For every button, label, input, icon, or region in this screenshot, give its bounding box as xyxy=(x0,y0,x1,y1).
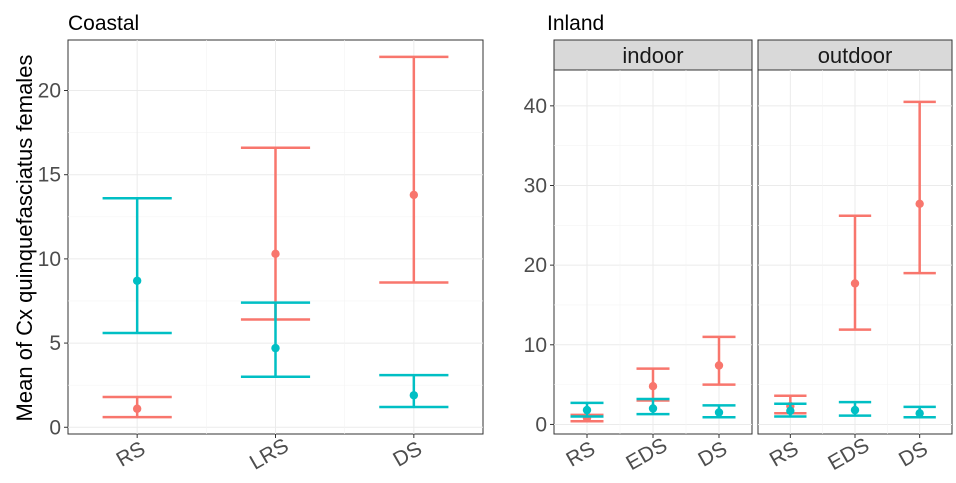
inland-outdoor-xtick-label-DS: DS xyxy=(895,437,932,472)
coastal-panel-title: Coastal xyxy=(68,12,139,35)
inland-ytick-label-20: 20 xyxy=(524,254,547,277)
inland-x-ticks: RS EDS DS RS EDS DS xyxy=(562,434,931,476)
inland-indoor-EDS-s1-mean-point xyxy=(648,404,658,413)
coastal-ytick-label-20: 20 xyxy=(38,80,61,103)
strip-label-outdoor: outdoor xyxy=(818,43,893,68)
coastal-x-ticks: RS LRS DS xyxy=(113,434,426,475)
coastal-xtick-label-DS: DS xyxy=(389,437,426,472)
inland-ytick-label-0: 0 xyxy=(535,413,547,436)
inland-outdoor-EDS-s1-mean-point xyxy=(850,405,860,415)
inland-ytick-label-10: 10 xyxy=(524,334,547,357)
coastal-LRS-s0-mean-point xyxy=(271,249,280,259)
coastal-ytick-label-10: 10 xyxy=(38,248,61,271)
inland-indoor-EDS-s0-mean-point xyxy=(648,382,658,391)
coastal-xtick-label-LRS: LRS xyxy=(246,434,293,474)
coastal-LRS-s1-mean-point xyxy=(271,343,280,353)
coastal-marks xyxy=(102,55,449,419)
inland-indoor-xtick-label-DS: DS xyxy=(694,437,731,472)
inland-panel-title: Inland xyxy=(547,12,604,35)
inland-outdoor-DS-s0-mean-point xyxy=(915,199,924,209)
inland-indoor-RS-s1-mean-point xyxy=(582,405,592,415)
coastal-ytick-label-0: 0 xyxy=(49,416,61,439)
coastal-DS-s0-mean-point xyxy=(409,190,419,200)
inland-indoor-xtick-label-EDS: EDS xyxy=(622,434,671,476)
inland-outdoor-xtick-label-EDS: EDS xyxy=(824,434,873,476)
inland-indoor-DS-s0-mean-point xyxy=(714,361,724,370)
inland-y-ticks: 0 10 20 30 40 xyxy=(524,95,554,436)
y-axis-label: Mean of Cx quinquefasciatus females xyxy=(12,55,37,422)
strip-outdoor xyxy=(757,39,953,71)
inland-ytick-label-30: 30 xyxy=(524,174,547,197)
inland-marks xyxy=(570,100,936,423)
coastal-y-ticks: 0 5 10 15 20 xyxy=(38,80,68,439)
coastal-RS-s0-mean-point xyxy=(132,404,142,413)
inland-outdoor-DS-s1-mean-point xyxy=(915,409,924,418)
inland-indoor-DS-s1-mean-point xyxy=(714,408,724,417)
inland-outdoor-RS-s1-mean-point xyxy=(786,406,795,416)
strip-indoor xyxy=(553,39,753,71)
inland-indoor-xtick-label-RS: RS xyxy=(562,437,599,472)
inland-outdoor-xtick-label-RS: RS xyxy=(766,437,803,472)
coastal-DS-s1-mean-point xyxy=(409,391,419,400)
coastal-ytick-label-5: 5 xyxy=(49,332,61,355)
inland-ytick-label-40: 40 xyxy=(524,95,547,118)
coastal-xtick-label-RS: RS xyxy=(113,437,150,472)
coastal-ytick-label-15: 15 xyxy=(38,164,61,187)
coastal-RS-s1-mean-point xyxy=(132,276,142,285)
strip-label-indoor: indoor xyxy=(622,43,683,68)
inland-outdoor-EDS-s0-mean-point xyxy=(850,279,860,288)
